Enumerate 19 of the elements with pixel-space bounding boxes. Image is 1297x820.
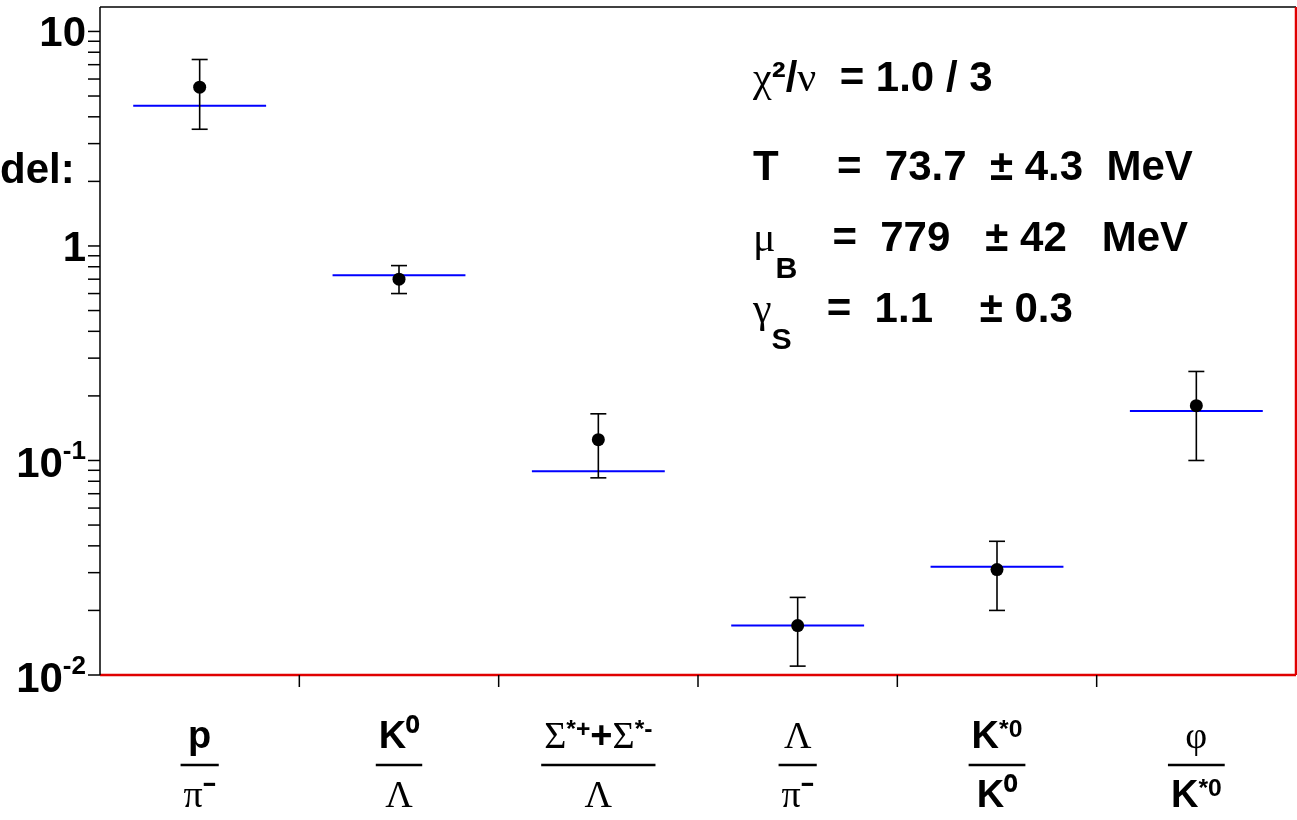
annotation: χ²/ν = 1.0 / 3: [752, 53, 993, 100]
point: [990, 563, 1004, 577]
point: [392, 272, 406, 286]
point: [791, 619, 805, 633]
y-tick-label: 1: [62, 222, 86, 270]
annotation: T = 73.7 ± 4.3 MeV: [753, 142, 1193, 189]
category-label: K$^{*0}$ K⁰: [971, 714, 1023, 815]
point: [193, 80, 207, 94]
x-tick-label: Λ π⁻: [781, 714, 814, 815]
y-tick-label: 10$^{-2}$: [16, 650, 86, 701]
text: del:: [0, 145, 75, 192]
y-tick-label: 10$^{-1}$: [16, 435, 86, 487]
y-tick-label: 10: [39, 8, 86, 56]
x-tick-label: φ K$^{*0}$: [1170, 714, 1222, 815]
category-label: Σ$^{*+}$+Σ$^{*-}$ Λ: [544, 714, 653, 815]
point: [591, 433, 605, 447]
x-tick-label: K⁰ Λ: [378, 714, 421, 815]
point: [1189, 399, 1203, 413]
x-tick-label: p π⁻: [183, 714, 216, 815]
